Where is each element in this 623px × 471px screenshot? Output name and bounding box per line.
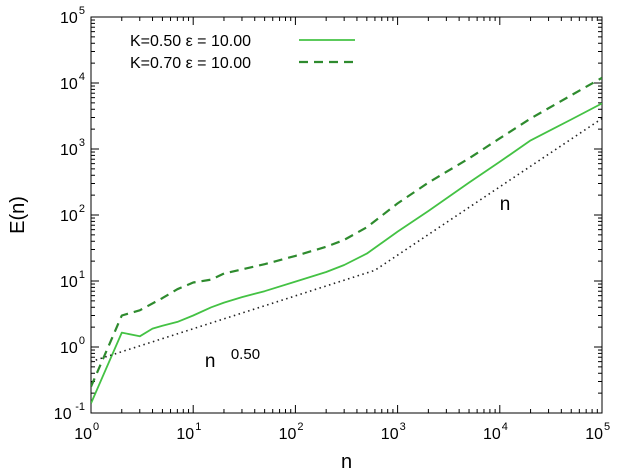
y-tick-label: 10 0 — [60, 335, 85, 357]
x-tick-label: 10 4 — [483, 421, 508, 443]
x-tick-label: 10 1 — [176, 421, 201, 443]
y-tick-exp: 4 — [79, 71, 85, 83]
legend-label: K=0.70 ε = 10.00 — [130, 55, 251, 72]
x-tick-exp: 4 — [502, 421, 508, 433]
x-tick-label: 10 0 — [74, 421, 99, 443]
slope-annotation: n 0.50 — [205, 346, 260, 372]
y-tick-exp: 0 — [79, 335, 85, 347]
y-tick-label: 10 3 — [60, 137, 85, 159]
y-tick-exp: 2 — [79, 203, 85, 215]
x-tick-base: 10 — [74, 426, 92, 443]
annotation-base: n — [500, 194, 511, 215]
x-tick-exp: 5 — [604, 421, 610, 433]
y-tick-exp: 5 — [79, 5, 85, 17]
x-tick-base: 10 — [381, 426, 399, 443]
x-tick-exp: 1 — [195, 421, 201, 433]
x-tick-label: 10 3 — [381, 421, 406, 443]
series-line-solid — [91, 102, 602, 404]
y-tick-label: 10 5 — [60, 5, 85, 27]
legend-label: K=0.50 ε = 10.00 — [130, 33, 251, 50]
slope-annotation: n — [500, 194, 511, 215]
series-line-dashed — [91, 76, 602, 388]
y-tick-base: 10 — [54, 406, 72, 423]
y-tick-label: 10 4 — [60, 71, 85, 93]
x-tick-exp: 2 — [297, 421, 303, 433]
x-tick-label: 10 2 — [279, 421, 304, 443]
x-tick-base: 10 — [585, 426, 603, 443]
x-tick-exp: 3 — [400, 421, 406, 433]
x-tick-exp: 0 — [93, 421, 99, 433]
annotation-exp: 0.50 — [231, 346, 260, 363]
plot-area: 10 0 10 1 10 2 10 3 10 4 10 510 -110 010 110 210 310 410 5… — [7, 5, 610, 471]
y-tick-label: 10 -1 — [54, 401, 85, 423]
x-tick-base: 10 — [279, 426, 297, 443]
y-tick-base: 10 — [60, 340, 78, 357]
legend: K=0.50 ε = 10.00 K=0.70 ε = 10.00 — [130, 33, 355, 72]
annotation-base: n — [205, 351, 216, 372]
y-tick-base: 10 — [60, 142, 78, 159]
x-tick-label: 10 5 — [585, 421, 610, 443]
y-axis-label: E(n) — [7, 196, 29, 234]
x-tick-base: 10 — [176, 426, 194, 443]
y-tick-base: 10 — [60, 76, 78, 93]
y-tick-base: 10 — [60, 10, 78, 27]
y-tick-base: 10 — [60, 208, 78, 225]
series-line-dotted — [91, 117, 602, 363]
y-tick-exp: 1 — [79, 269, 85, 281]
x-tick-base: 10 — [483, 426, 501, 443]
y-tick-label: 10 2 — [60, 203, 85, 225]
y-tick-exp: -1 — [75, 401, 85, 413]
y-tick-label: 10 1 — [60, 269, 85, 291]
y-tick-base: 10 — [60, 274, 78, 291]
x-axis-label: n — [341, 451, 352, 471]
plot-frame — [90, 16, 603, 414]
y-tick-exp: 3 — [79, 137, 85, 149]
